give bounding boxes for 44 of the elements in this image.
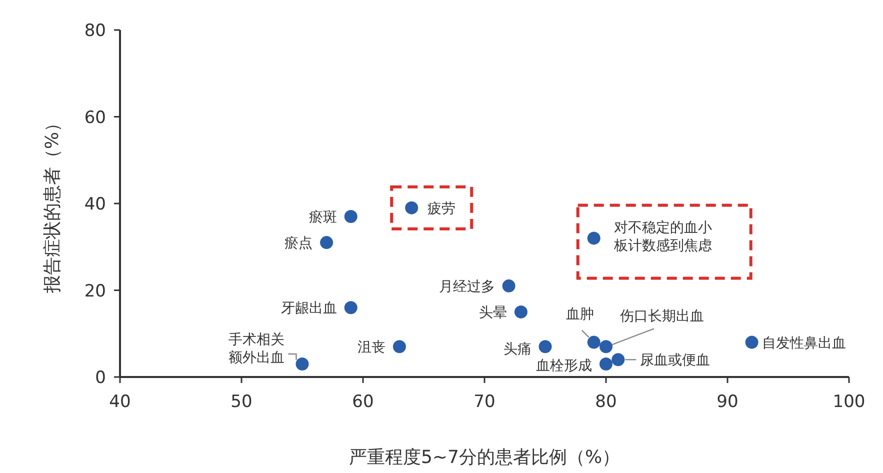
point [745,336,758,349]
x-tick-label: 100 [832,392,866,412]
x-axis-title: 严重程度5~7分的患者比例（%） [348,447,620,468]
x-tick-label: 90 [716,392,738,412]
annotation: 瘀点 [284,236,313,252]
annotation: 牙龈出血 [280,300,337,317]
point [502,279,516,292]
annotation: 瘀斑 [308,210,337,226]
point [600,340,612,354]
y-tick-label: 40 [84,194,106,214]
annotation: 血肿 [566,306,594,322]
x-tick-label: 40 [109,392,131,412]
annotation: 疲劳 [428,200,456,217]
point [514,305,528,318]
annotation: 头晕 [478,304,507,321]
y-tick-label: 0 [95,368,106,388]
point [612,353,625,366]
y-tick-label: 60 [84,108,106,128]
annotation: 月经过多 [438,278,495,295]
point [538,340,552,354]
annotation: 头痛 [503,342,532,358]
annotation: 血栓形成 [536,358,592,374]
annotation: 沮丧 [357,340,386,356]
y-tick-label: 80 [84,21,106,41]
point [587,336,600,349]
x-tick-label: 50 [230,392,252,412]
annotation: 手术相关额外出血 [228,332,284,366]
x-tick-label: 80 [595,392,617,412]
annotation: 对不稳定的血小板计数感到焦虑 [612,220,712,254]
point [587,232,600,245]
y-tick-label: 20 [84,281,106,302]
annotation: 伤口长期出血 [620,308,704,325]
annotation: 尿血或便血 [640,352,710,369]
point [405,201,418,214]
y-axis-title: 报告症状的患者（%） [42,114,63,294]
point [344,210,358,224]
annotation: 自发性鼻出血 [762,335,846,352]
x-tick-label: 70 [474,392,496,412]
point [320,236,334,250]
point [600,357,612,370]
point [344,301,358,314]
x-tick-label: 60 [352,392,374,412]
point [296,357,309,370]
point [392,340,406,354]
